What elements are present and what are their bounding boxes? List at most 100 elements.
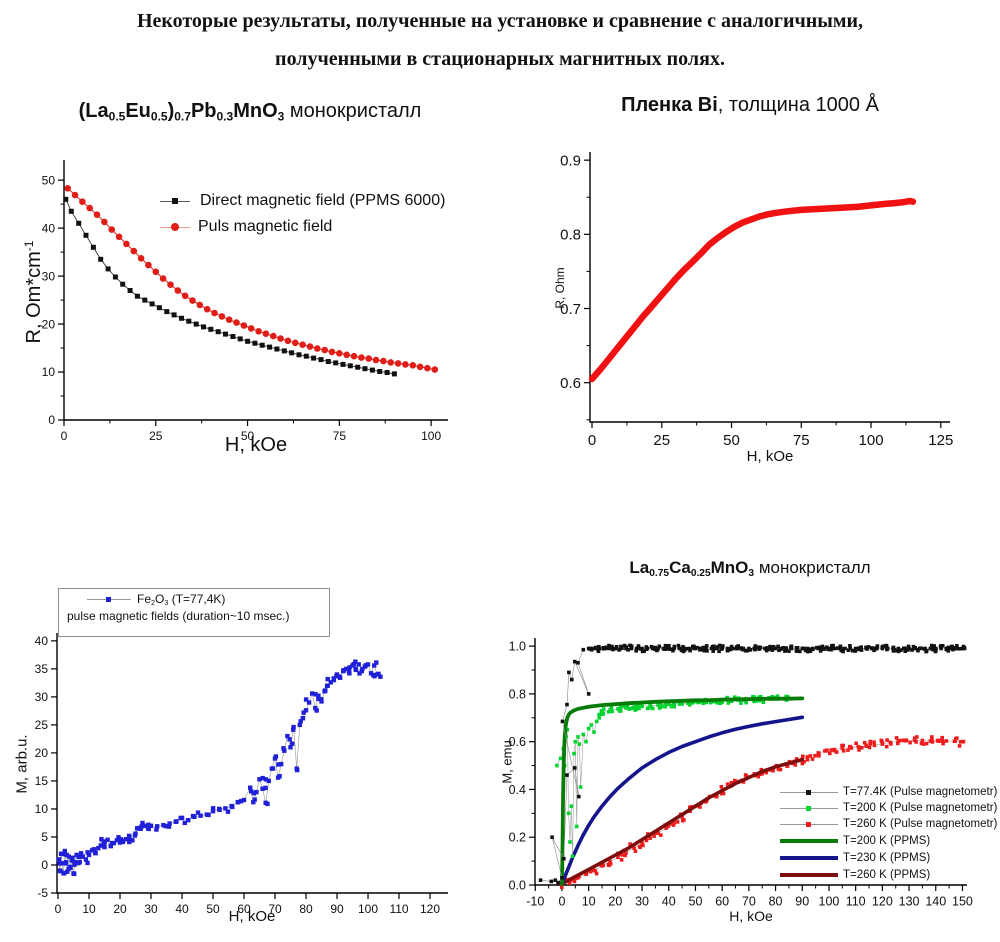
legend-label: T=230 K (PPMS) (843, 851, 931, 864)
svg-text:120: 120 (872, 895, 893, 909)
svg-text:40: 40 (35, 634, 49, 648)
svg-text:140: 140 (925, 895, 946, 909)
legend-item: T=200 K (Pulse magnetometr) (780, 800, 997, 816)
chart1-ylabel: R, Om*cm-1 (22, 240, 45, 344)
svg-text:0: 0 (588, 432, 596, 449)
svg-text:10: 10 (35, 802, 49, 816)
chart3-xlabel: H, kOe (228, 908, 276, 925)
svg-text:40: 40 (662, 895, 676, 909)
svg-text:60: 60 (237, 902, 251, 916)
svg-text:50: 50 (206, 902, 220, 916)
legend-label: Puls magnetic field (198, 218, 333, 235)
svg-text:0: 0 (61, 429, 68, 443)
black-square-line-marker (160, 197, 190, 206)
svg-text:50: 50 (723, 432, 740, 449)
green-line-marker (780, 838, 838, 843)
page-title-line2: полученными в стационарных магнитных пол… (275, 48, 725, 70)
svg-text:100: 100 (819, 895, 840, 909)
chart2-title: Пленка Bi, толщина 1000 Å (621, 94, 879, 116)
navy-line-marker (780, 855, 838, 860)
svg-text:-5: -5 (37, 886, 48, 900)
svg-text:0.7: 0.7 (560, 301, 581, 318)
chart4-ylabel: M, emu (499, 740, 515, 784)
svg-text:10: 10 (82, 902, 96, 916)
chart3-canvas-fe2o3: 0 10 20 30 40 50 60 70 80 90 100 110 120 -5 0 5 10 15 20 25… (35, 633, 448, 916)
chart3-legend: Fe2O3 (T=77,4K) pulse magnetic fields (d… (58, 588, 330, 637)
svg-text:75: 75 (793, 432, 810, 449)
black-square-line-marker (780, 788, 838, 797)
svg-text:110: 110 (389, 902, 408, 916)
svg-text:0.6: 0.6 (509, 735, 526, 749)
legend-item: pulse magnetic fields (duration~10 msec.… (67, 609, 329, 623)
red-circle-line-marker (160, 223, 190, 232)
svg-text:30: 30 (144, 902, 158, 916)
svg-text:0.9: 0.9 (560, 152, 581, 169)
svg-text:10: 10 (42, 365, 56, 379)
svg-text:110: 110 (846, 895, 866, 909)
svg-text:120: 120 (420, 902, 440, 916)
svg-text:50: 50 (689, 895, 703, 909)
darkred-line-marker (780, 872, 838, 877)
svg-text:100: 100 (859, 432, 884, 449)
chart4-canvas-la-ca-mno3: -10 0 10 20 30 40 50 60 70 80 90 100 110 120 130 140 150… (509, 638, 973, 909)
svg-text:0.6: 0.6 (560, 375, 581, 392)
chart2-xlabel: H, kOe (746, 448, 794, 465)
legend-label: T=77.4K (Pulse magnetometr) (843, 786, 998, 798)
svg-text:125: 125 (928, 432, 953, 449)
svg-text:10: 10 (582, 895, 596, 909)
svg-text:60: 60 (715, 895, 729, 909)
legend-label: Direct magnetic field (PPMS 6000) (200, 192, 446, 209)
svg-text:100: 100 (421, 429, 441, 443)
legend-label: T=200 K (PPMS) (843, 834, 931, 847)
chart3-ylabel: M, arb.u. (13, 734, 31, 794)
svg-text:80: 80 (299, 902, 313, 916)
svg-text:70: 70 (742, 895, 756, 909)
svg-text:50: 50 (42, 173, 56, 187)
chart1-title: (La0.5Eu0.5)0.7Pb0.3MnO3 монокристалл (78, 100, 422, 124)
svg-text:0: 0 (55, 902, 62, 916)
svg-text:100: 100 (358, 902, 378, 916)
svg-text:1.0: 1.0 (509, 639, 526, 653)
svg-text:50: 50 (241, 429, 255, 443)
legend-item: T=200 K (PPMS) (780, 832, 997, 849)
legend-item: Puls magnetic field (160, 218, 445, 236)
svg-text:20: 20 (608, 895, 622, 909)
legend-item: T=77.4K (Pulse magnetometr) (780, 784, 997, 800)
legend-label: pulse magnetic fields (duration~10 msec.… (67, 609, 290, 624)
chart1-legend: Direct magnetic field (PPMS 6000) Puls m… (160, 192, 445, 236)
page-title-line1: Некоторые результаты, полученные на уста… (136, 10, 864, 32)
red-square-line-marker (780, 820, 838, 829)
svg-text:25: 25 (35, 718, 49, 732)
svg-text:30: 30 (635, 895, 649, 909)
svg-text:20: 20 (42, 317, 56, 331)
svg-text:20: 20 (35, 746, 49, 760)
chart2-ylabel: R, Ohm (553, 267, 567, 309)
svg-text:40: 40 (42, 221, 56, 235)
svg-text:20: 20 (113, 902, 127, 916)
svg-text:90: 90 (330, 902, 344, 916)
svg-text:130: 130 (899, 895, 920, 909)
svg-text:25: 25 (149, 429, 163, 443)
blue-square-line-marker (87, 595, 131, 604)
legend-item: T=260 K (Pulse magnetometr) (780, 816, 997, 832)
chart4-legend: T=77.4K (Pulse magnetometr) T=200 K (Pul… (780, 784, 997, 883)
legend-label: T=260 K (PPMS) (843, 868, 931, 881)
svg-text:75: 75 (333, 429, 347, 443)
svg-text:70: 70 (268, 902, 282, 916)
chart4-xlabel: H, kOe (729, 908, 773, 924)
svg-text:0: 0 (558, 895, 565, 909)
svg-text:80: 80 (769, 895, 783, 909)
svg-text:25: 25 (653, 432, 670, 449)
legend-item: T=230 K (PPMS) (780, 849, 997, 866)
legend-label: Fe2O3 (T=77,4K) (137, 592, 226, 608)
svg-text:35: 35 (35, 662, 49, 676)
svg-text:0.2: 0.2 (509, 831, 526, 845)
svg-text:0.8: 0.8 (509, 687, 526, 701)
svg-text:0.4: 0.4 (509, 783, 526, 797)
svg-text:30: 30 (35, 690, 49, 704)
legend-item: Fe2O3 (T=77,4K) (67, 592, 329, 607)
legend-item: Direct magnetic field (PPMS 6000) (160, 192, 445, 210)
chart4-title: La0.75Ca0.25MnO3 монокристалл (629, 558, 871, 580)
svg-text:0: 0 (48, 413, 55, 427)
svg-text:-10: -10 (526, 895, 544, 909)
